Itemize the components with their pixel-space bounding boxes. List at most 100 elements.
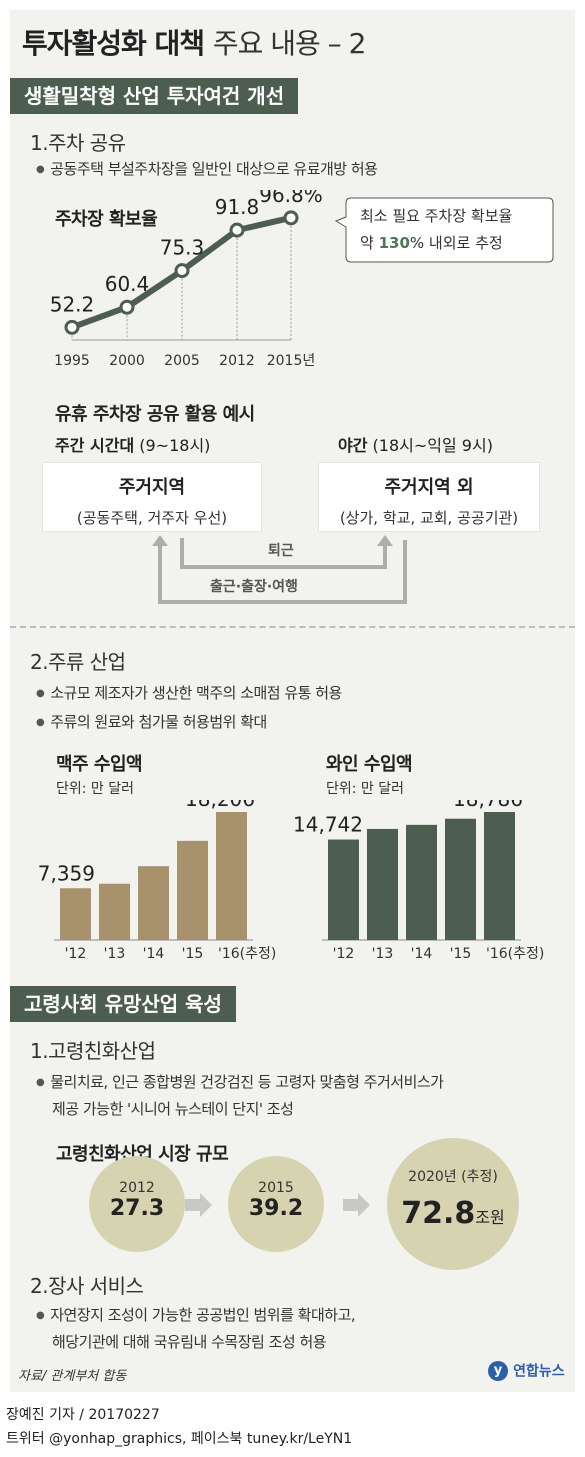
market-arrows [185, 1193, 370, 1217]
callout-highlight: 130 [378, 234, 410, 252]
x-tick-label: '13 [104, 946, 126, 962]
commute-arrows [152, 535, 407, 604]
bullet-parking: 공동주택 부설주차장을 일반인 대상으로 유료개방 허용 [36, 158, 378, 179]
title-light: 주요 내용 – 2 [212, 27, 367, 60]
data-label: 52.2 [50, 292, 95, 316]
source-label: 자료/ 관계부처 합동 [18, 1369, 127, 1384]
parking-chart-title: 주차장 확보율 [55, 209, 158, 230]
data-label: 75.3 [160, 236, 205, 260]
x-tick-label: '13 [372, 946, 394, 962]
x-tick-label: '16(추정) [486, 946, 544, 962]
data-point [174, 263, 190, 279]
data-label: 7,359 [38, 861, 95, 885]
market-year: 2020년 (추정) [408, 1169, 498, 1185]
bar [367, 828, 398, 940]
share-title: 유휴 주차장 공유 활용 예시 [55, 404, 255, 425]
bar [99, 883, 130, 940]
x-tick-label: 2000 [109, 353, 145, 369]
day-label-rest: (9~18시) [134, 436, 211, 455]
bar [406, 824, 437, 940]
section-banner-aging: 고령사회 유망산업 육성 [10, 986, 236, 1022]
night-label: 야간 (18시~익일 9시) [338, 432, 493, 456]
credit-line: 장예진 기자 / 20170227 [6, 1407, 160, 1423]
bar [484, 812, 515, 940]
box-residential-sub: (공동주택, 거주자 우선) [76, 509, 228, 527]
bullet-funeral-line1: 자연장지 조성이 가능한 공공법인 범위를 확대하고, [36, 1304, 355, 1325]
data-label: 18,786 [453, 800, 523, 811]
wine-unit: 단위: 만 달러 [326, 781, 405, 797]
data-point [283, 210, 299, 226]
subsection-senior: 1.고령친화산업 [30, 1039, 156, 1063]
market-value: 39.2 [248, 1196, 304, 1221]
data-point [64, 319, 80, 335]
x-tick-label: 2005 [164, 353, 200, 369]
parking-line-chart: 52.2 1995 60.4 2000 75.3 2005 91.8 2012 96.8% 201… [50, 190, 323, 369]
callout-pre: 약 [360, 234, 379, 252]
x-tick-label: '15 [450, 946, 472, 962]
bullet-liquor-1: 소규모 제조자가 생산한 맥주의 소매점 유통 허용 [36, 682, 342, 703]
bar [445, 818, 476, 940]
social-line: 트위터 @yonhap_graphics, 페이스북 tuney.kr/LeYN… [6, 1431, 353, 1447]
bar [328, 839, 359, 940]
title-bold: 투자활성화 대책 [22, 27, 205, 60]
yonhap-logo: y 연합뉴스 [488, 1360, 565, 1381]
beer-chart-title: 맥주 수입액 [56, 754, 143, 775]
logo-text: 연합뉴스 [513, 1363, 565, 1380]
logo-icon: y [488, 1360, 508, 1381]
callout-line1: 최소 필요 주차장 확보율 [360, 207, 513, 225]
x-tick-label: '12 [65, 946, 87, 962]
box-non-residential-title: 주거지역 외 [384, 477, 474, 498]
beer-unit: 단위: 만 달러 [56, 781, 135, 797]
data-label: 18,206 [185, 800, 255, 811]
data-point [119, 299, 135, 315]
market-value: 72.8조원 [401, 1196, 505, 1231]
page-title: 투자활성화 대책 주요 내용 – 2 [22, 22, 367, 62]
callout-bubble [334, 197, 554, 263]
x-tick-label: 1995 [54, 353, 90, 369]
arrow-right-icon [343, 1193, 370, 1217]
subsection-liquor: 2.주류 산업 [30, 650, 126, 674]
arrow-label-lower: 출근·출장·여행 [210, 579, 298, 595]
market-circle: 2012 27.3 [89, 1156, 185, 1252]
arrow-right-icon [185, 1193, 212, 1217]
x-tick-label: 2015년 [267, 353, 316, 369]
data-label: 91.8 [215, 195, 260, 219]
wine-bar-chart: '12 14,742 '13 '14 '15 '16(추정) 18,786 [293, 800, 544, 962]
x-tick-label: '16(추정) [218, 946, 276, 962]
subsection-funeral: 2.장사 서비스 [30, 1274, 144, 1298]
bar [177, 840, 208, 940]
x-tick-label: '14 [143, 946, 165, 962]
x-tick-label: '12 [333, 946, 355, 962]
box-residential-title: 주거지역 [118, 477, 186, 498]
bar [138, 866, 169, 940]
box-non-residential: 주거지역 외 (상가, 학교, 교회, 공공기관) [318, 462, 540, 532]
bar [216, 812, 247, 940]
wine-chart-title: 와인 수입액 [326, 754, 413, 775]
market-value: 27.3 [109, 1196, 165, 1221]
arrow-label-upper: 퇴근 [268, 543, 294, 559]
box-non-residential-sub: (상가, 학교, 교회, 공공기관) [339, 509, 519, 527]
section-divider [10, 626, 575, 628]
bullet-senior-line1: 물리치료, 인근 종합병원 건강검진 등 고령자 맞춤형 주거서비스가 [36, 1071, 444, 1092]
x-tick-label: '15 [182, 946, 204, 962]
market-circle: 2015 39.2 [228, 1156, 324, 1252]
subsection-parking: 1.주차 공유 [30, 131, 126, 155]
data-label: 96.8% [259, 190, 323, 207]
night-label-rest: (18시~익일 9시) [367, 436, 493, 455]
callout-post: % 내외로 추정 [409, 234, 503, 252]
market-circle: 2020년 (추정) 72.8조원 [387, 1138, 519, 1270]
box-residential: 주거지역 (공동주택, 거주자 우선) [42, 462, 262, 532]
market-year: 2015 [258, 1180, 294, 1196]
market-title: 고령친화산업 시장 규모 [56, 1144, 229, 1165]
bullet-senior-line2: 제공 가능한 '시니어 뉴스테이 단지' 조성 [52, 1100, 294, 1118]
data-label: 14,742 [293, 813, 363, 837]
market-year: 2012 [119, 1180, 155, 1196]
x-tick-label: '14 [411, 946, 433, 962]
day-label-bold: 주간 시간대 [55, 436, 135, 455]
x-tick-label: 2012 [219, 353, 255, 369]
bullet-liquor-2: 주류의 원료와 첨가물 허용범위 확대 [36, 711, 267, 732]
section-banner-living: 생활밀착형 산업 투자여건 개선 [10, 78, 299, 114]
callout-line2: 약 130% 내외로 추정 [360, 232, 503, 253]
day-label: 주간 시간대 (9~18시) [55, 432, 210, 456]
night-label-bold: 야간 [338, 436, 368, 455]
